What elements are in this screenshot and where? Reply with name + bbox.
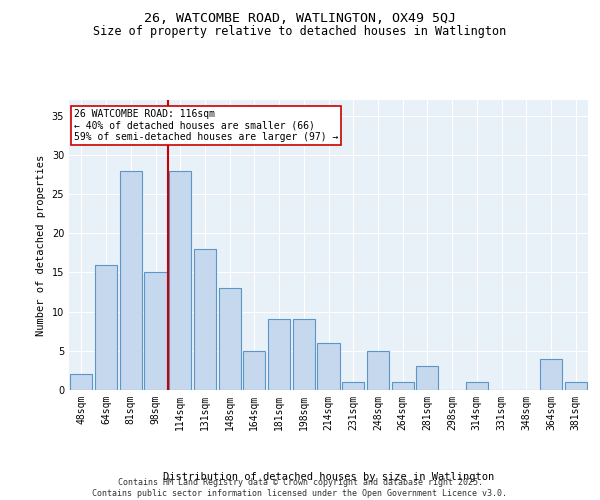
Bar [466,382,488,390]
Bar [268,320,290,390]
Bar [145,272,167,390]
Bar [169,170,191,390]
Bar [367,351,389,390]
Bar [416,366,439,390]
Y-axis label: Number of detached properties: Number of detached properties [36,154,46,336]
Bar [392,382,414,390]
Bar [342,382,364,390]
Bar [565,382,587,390]
Text: 26, WATCOMBE ROAD, WATLINGTON, OX49 5QJ: 26, WATCOMBE ROAD, WATLINGTON, OX49 5QJ [144,12,456,26]
Bar [317,343,340,390]
Bar [243,351,265,390]
Bar [218,288,241,390]
Bar [194,249,216,390]
Bar [70,374,92,390]
Text: 26 WATCOMBE ROAD: 116sqm
← 40% of detached houses are smaller (66)
59% of semi-d: 26 WATCOMBE ROAD: 116sqm ← 40% of detach… [74,108,338,142]
Bar [293,320,315,390]
X-axis label: Distribution of detached houses by size in Watlington: Distribution of detached houses by size … [163,472,494,482]
Bar [540,358,562,390]
Bar [95,264,117,390]
Text: Size of property relative to detached houses in Watlington: Size of property relative to detached ho… [94,25,506,38]
Bar [119,170,142,390]
Text: Contains HM Land Registry data © Crown copyright and database right 2025.
Contai: Contains HM Land Registry data © Crown c… [92,478,508,498]
